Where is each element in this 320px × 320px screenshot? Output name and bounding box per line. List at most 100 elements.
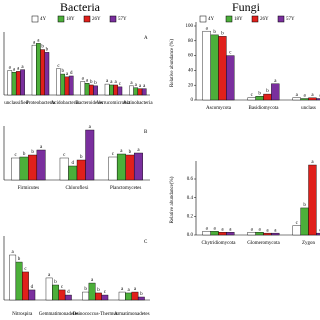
bar xyxy=(52,284,59,301)
bar xyxy=(68,75,74,96)
bar xyxy=(263,93,272,101)
bar xyxy=(109,84,114,96)
legend-swatch xyxy=(109,15,117,23)
bar xyxy=(36,43,41,96)
legend-label: 26Y xyxy=(92,17,101,22)
significance-letter: c xyxy=(57,64,60,69)
bar xyxy=(271,83,280,101)
bar xyxy=(300,207,309,236)
bar xyxy=(125,154,135,181)
bar xyxy=(56,68,61,96)
significance-letter: d xyxy=(71,161,74,166)
significance-letter: a xyxy=(9,66,12,71)
bar xyxy=(9,254,17,301)
legend-swatch xyxy=(199,15,207,23)
significance-letter: c xyxy=(104,290,107,295)
x-tick-label: Armatimonadetes xyxy=(114,312,150,317)
significance-letter: b xyxy=(94,81,97,86)
bar xyxy=(125,292,132,301)
significance-letter: a xyxy=(13,67,16,72)
significance-letter: a xyxy=(66,72,69,77)
bar xyxy=(263,232,272,236)
x-tick-label: Proteobacteria xyxy=(26,101,56,106)
y-tick-label: 100 xyxy=(186,24,194,29)
legend-label: 4Y xyxy=(208,17,215,22)
bar xyxy=(28,289,36,301)
significance-letter: b xyxy=(84,287,87,292)
legend-swatch xyxy=(57,15,65,23)
bar xyxy=(84,82,90,96)
bar xyxy=(82,291,90,301)
significance-letter: a xyxy=(135,83,138,88)
significance-letter: c xyxy=(296,221,299,226)
bar xyxy=(218,36,227,101)
significance-letter: a xyxy=(121,287,124,292)
significance-letter: b xyxy=(97,288,100,293)
bar xyxy=(141,88,147,96)
significance-letter: d xyxy=(70,71,73,76)
bar xyxy=(28,154,38,181)
bar xyxy=(36,149,46,181)
bar xyxy=(31,44,37,96)
legend-label: 57Y xyxy=(118,17,127,22)
bar xyxy=(137,296,145,301)
panel-title: Bacteria xyxy=(60,0,101,14)
bar xyxy=(118,291,126,301)
x-tick-label: Planctomycetes xyxy=(110,186,141,191)
legend-label: 18Y xyxy=(66,17,75,22)
x-tick-label: unclassified xyxy=(4,101,28,106)
significance-letter: b xyxy=(41,45,44,50)
x-tick-label: Ascomycota xyxy=(206,106,232,111)
bar xyxy=(22,271,29,301)
bar xyxy=(131,291,139,301)
y-tick-label: 60 xyxy=(188,54,194,59)
bar xyxy=(113,84,118,96)
significance-letter: a xyxy=(110,80,113,85)
bar xyxy=(308,164,317,236)
bar xyxy=(11,157,21,181)
bar xyxy=(85,129,95,181)
bar xyxy=(133,87,139,96)
significance-letter: c xyxy=(229,51,232,56)
significance-letter: b xyxy=(80,155,83,160)
legend-swatch xyxy=(225,15,233,23)
significance-letter: a xyxy=(17,67,20,72)
significance-letter: a xyxy=(311,93,314,98)
y-tick-label: 0.2 xyxy=(187,214,194,219)
significance-letter: b xyxy=(54,280,57,285)
bar xyxy=(255,96,264,101)
significance-letter: c xyxy=(14,153,17,158)
bar xyxy=(95,292,102,301)
bar xyxy=(15,71,21,96)
significance-letter: a xyxy=(33,40,36,45)
y-tick-label: 0 xyxy=(191,98,194,103)
bar xyxy=(44,52,50,96)
significance-letter: c xyxy=(63,153,66,158)
y-tick-label: 0.4 xyxy=(187,196,194,201)
bar xyxy=(210,231,219,236)
bar xyxy=(129,85,134,96)
x-tick-label: Chytridiomycota xyxy=(202,241,237,246)
significance-letter: d xyxy=(67,290,70,295)
significance-letter: a xyxy=(266,228,269,233)
x-tick-label: Acidobacteria xyxy=(51,101,80,106)
bar xyxy=(292,225,301,236)
y-tick-label: 80 xyxy=(188,39,194,44)
significance-letter: a xyxy=(206,26,209,31)
significance-letter: a xyxy=(221,227,224,232)
significance-letter: b xyxy=(61,69,64,74)
bar xyxy=(11,72,17,96)
y-axis-label: Relative abundance (%) xyxy=(170,39,175,87)
significance-letter: a xyxy=(106,79,109,84)
bar xyxy=(116,153,126,181)
bar xyxy=(218,231,227,236)
significance-letter: a xyxy=(120,149,123,154)
significance-letter: a xyxy=(115,80,118,85)
bar xyxy=(117,86,123,96)
significance-letter: b xyxy=(46,48,49,53)
panel-title: Fungi xyxy=(232,0,261,14)
bar xyxy=(137,88,143,96)
bar xyxy=(7,70,13,96)
